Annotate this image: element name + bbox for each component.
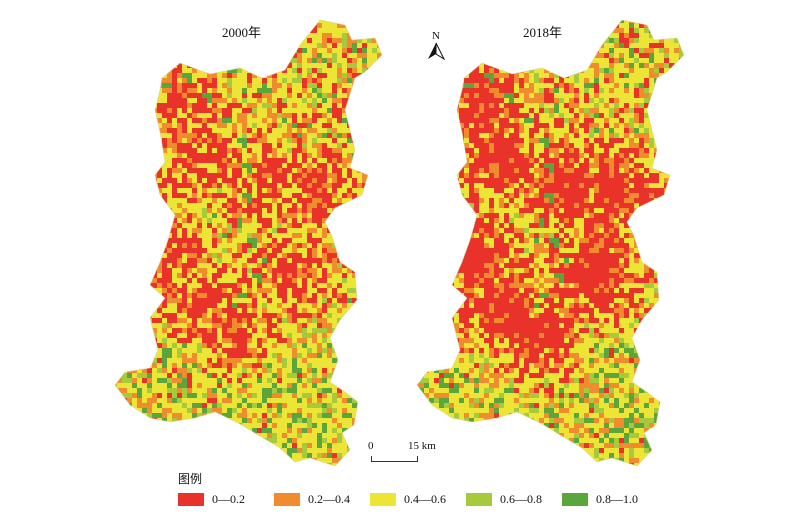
- legend-label: 0.2—0.4: [308, 492, 350, 506]
- legend-item: 0.2—0.4: [274, 492, 370, 507]
- north-label: N: [432, 30, 440, 42]
- legend-label: 0.6—0.8: [500, 492, 542, 506]
- map-title-2018: 2018年: [523, 25, 563, 40]
- region-outline: [114, 19, 383, 467]
- legend-item: 0—0.2: [178, 492, 274, 507]
- legend-swatch: [370, 493, 396, 506]
- legend-items: 0—0.2 0.2—0.4 0.4—0.6 0.6—0.8 0.8—1.0: [178, 492, 658, 507]
- scale-bar: 0 15 km: [366, 440, 456, 470]
- scale-zero: 0: [368, 440, 374, 452]
- map-2018: [416, 19, 685, 467]
- north-arrow-icon: [428, 42, 446, 61]
- map-title-2000: 2000年: [222, 25, 262, 40]
- scale-end: 15 km: [408, 440, 436, 452]
- region-outline: [416, 19, 685, 467]
- legend-item: 0.4—0.6: [370, 492, 466, 507]
- map-2000: [114, 19, 383, 467]
- legend-label: 0.8—1.0: [596, 492, 638, 506]
- legend-title: 图例: [178, 472, 203, 486]
- legend-label: 0.4—0.6: [404, 492, 446, 506]
- legend-swatch: [274, 493, 300, 506]
- legend-item: 0.8—1.0: [562, 492, 658, 507]
- legend-item: 0.6—0.8: [466, 492, 562, 507]
- legend-swatch: [178, 493, 204, 506]
- scale-bar-line: [371, 456, 418, 462]
- legend-swatch: [466, 493, 492, 506]
- legend: 图例 0—0.2 0.2—0.4 0.4—0.6 0.6—0.8 0.8—1.0: [178, 470, 738, 510]
- north-arrow: N: [424, 30, 448, 65]
- legend-label: 0—0.2: [212, 492, 245, 506]
- legend-swatch: [562, 493, 588, 506]
